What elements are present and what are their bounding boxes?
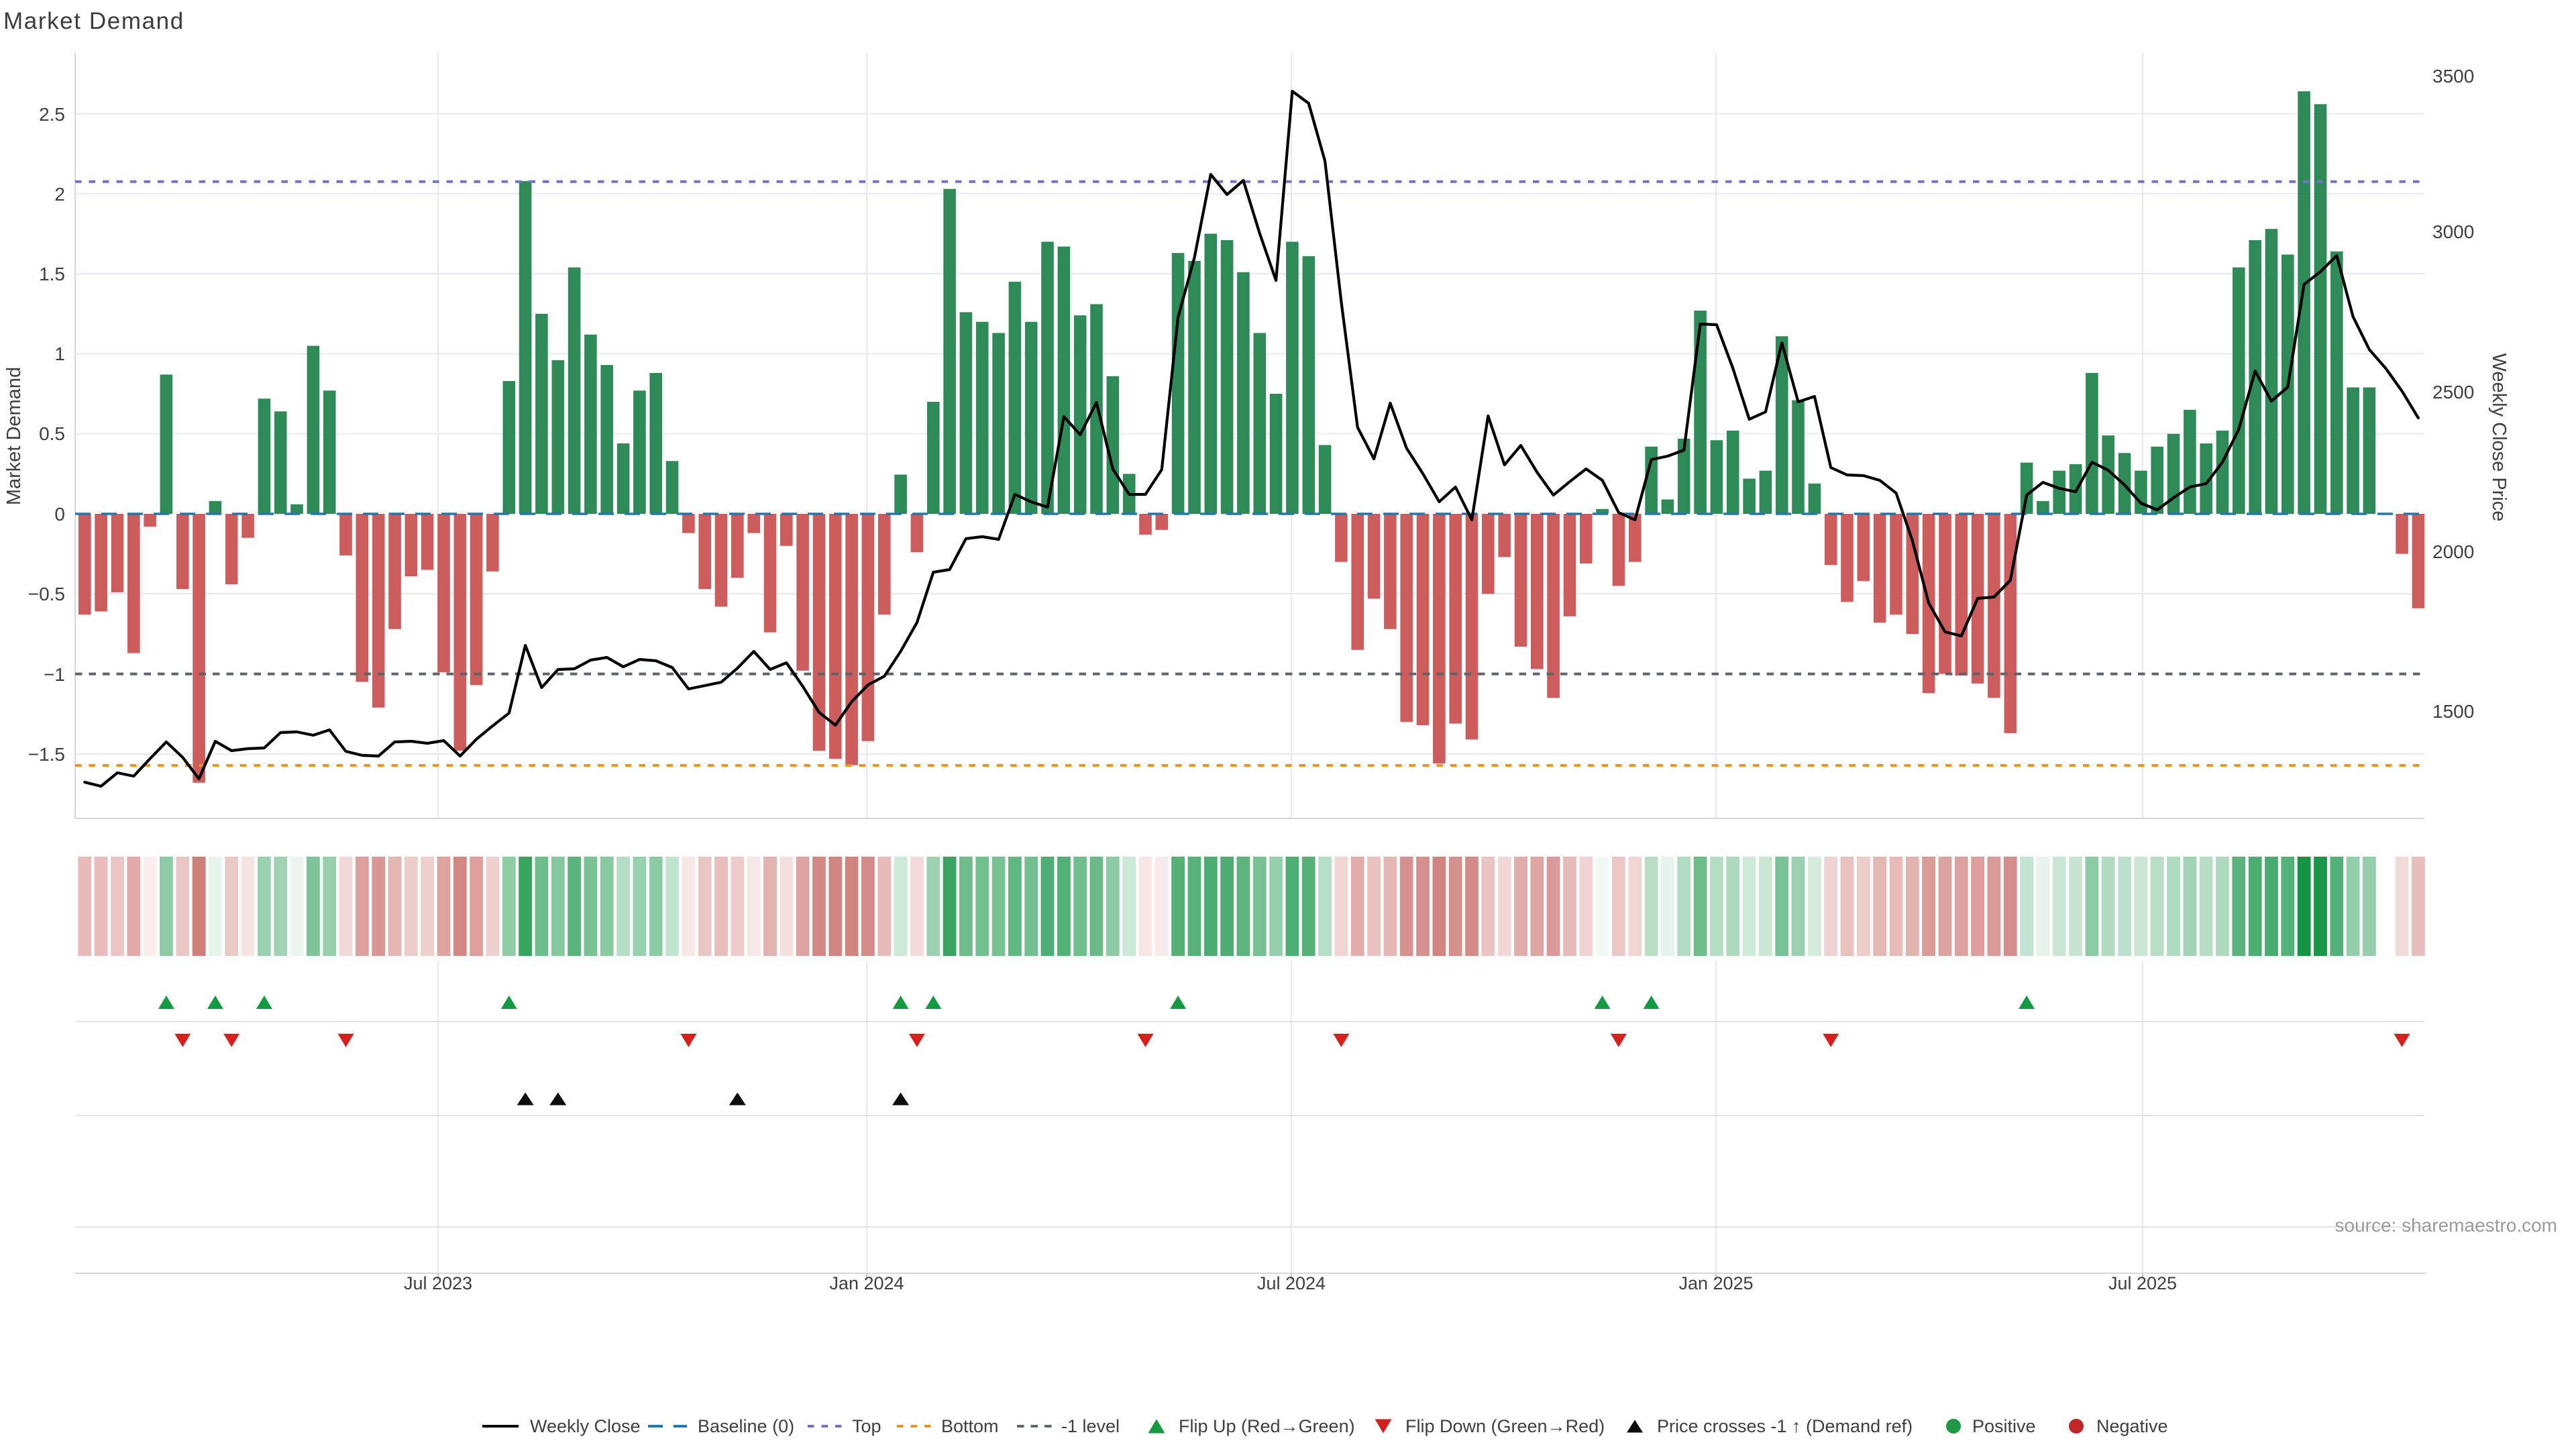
svg-text:Market Demand: Market Demand — [3, 8, 184, 34]
svg-text:Jul 2025: Jul 2025 — [2108, 1273, 2177, 1293]
svg-text:source: sharemaestro.com: source: sharemaestro.com — [2335, 1215, 2557, 1236]
svg-text:Flip Up (Red→Green): Flip Up (Red→Green) — [1179, 1416, 1355, 1436]
svg-text:−1: −1 — [44, 664, 65, 685]
svg-text:Price crosses -1 ↑ (Demand ref: Price crosses -1 ↑ (Demand ref) — [1657, 1416, 1913, 1436]
svg-text:3500: 3500 — [2432, 66, 2474, 87]
svg-text:3000: 3000 — [2432, 221, 2474, 242]
svg-text:Jul 2023: Jul 2023 — [404, 1273, 472, 1293]
svg-text:1500: 1500 — [2432, 701, 2474, 722]
svg-text:2000: 2000 — [2432, 541, 2474, 562]
svg-text:−1.5: −1.5 — [28, 744, 65, 765]
svg-text:Market Demand: Market Demand — [3, 367, 25, 505]
svg-text:Weekly Close: Weekly Close — [530, 1416, 641, 1436]
svg-text:2.5: 2.5 — [39, 104, 65, 125]
svg-text:Top: Top — [852, 1416, 881, 1436]
svg-text:Bottom: Bottom — [941, 1416, 999, 1436]
svg-text:Jan 2024: Jan 2024 — [829, 1273, 904, 1293]
svg-text:Positive: Positive — [1972, 1416, 2036, 1436]
svg-text:Negative: Negative — [2096, 1416, 2168, 1436]
svg-text:Baseline (0): Baseline (0) — [698, 1416, 794, 1436]
svg-text:Weekly Close Price: Weekly Close Price — [2488, 354, 2510, 522]
svg-text:2: 2 — [54, 184, 65, 205]
svg-text:Jan 2025: Jan 2025 — [1678, 1273, 1753, 1293]
svg-text:0.5: 0.5 — [39, 423, 65, 444]
svg-text:1: 1 — [54, 343, 65, 364]
svg-text:1.5: 1.5 — [39, 264, 65, 284]
svg-text:-1 level: -1 level — [1061, 1416, 1120, 1436]
svg-text:Jul 2024: Jul 2024 — [1257, 1273, 1326, 1293]
svg-text:Flip Down (Green→Red): Flip Down (Green→Red) — [1405, 1416, 1605, 1436]
svg-text:−0.5: −0.5 — [28, 584, 65, 604]
svg-text:0: 0 — [54, 504, 65, 525]
svg-text:2500: 2500 — [2432, 382, 2474, 402]
